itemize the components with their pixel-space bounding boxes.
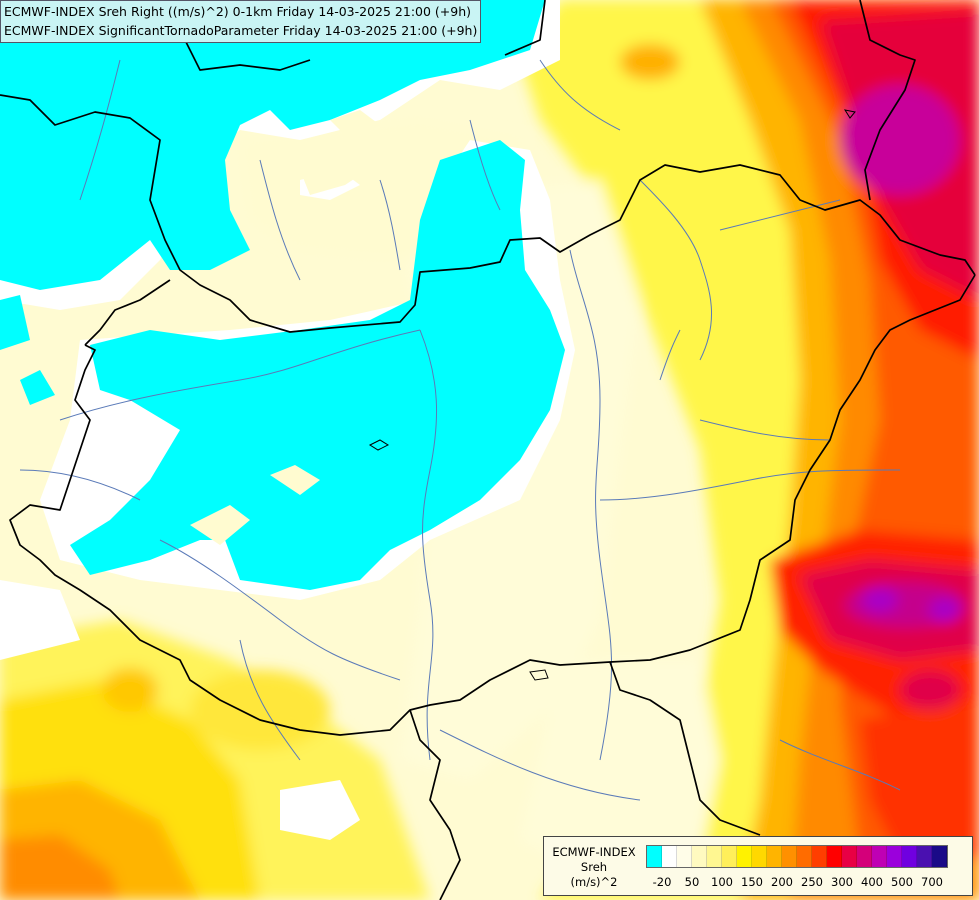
legend-swatch (677, 846, 692, 867)
legend-swatch (767, 846, 782, 867)
legend-swatch (692, 846, 707, 867)
legend-source: ECMWF-INDEX (552, 845, 636, 859)
legend-swatch (752, 846, 767, 867)
color-legend: ECMWF-INDEX Sreh (m/s)^2 -20 50 100 150 200 2… (543, 836, 973, 896)
legend-tick-label: 100 (711, 875, 733, 889)
legend-swatch (647, 846, 662, 867)
legend-tick-label: -20 (652, 875, 672, 889)
legend-swatch (917, 846, 932, 867)
legend-swatch (782, 846, 797, 867)
legend-swatch (872, 846, 887, 867)
map-title-stp: ECMWF-INDEX SignificantTornadoParameter … (4, 23, 478, 38)
legend-tick-label: 250 (801, 875, 823, 889)
legend-tick-label: 400 (861, 875, 883, 889)
legend-swatch (932, 846, 947, 867)
legend-tick-label: 200 (771, 875, 793, 889)
legend-swatch (662, 846, 677, 867)
legend-label: ECMWF-INDEX Sreh (m/s)^2 (548, 845, 640, 890)
legend-swatch (857, 846, 872, 867)
legend-swatch (842, 846, 857, 867)
map-title-sreh: ECMWF-INDEX Sreh Right ((m/s)^2) 0-1km F… (4, 4, 472, 19)
legend-swatch (707, 846, 722, 867)
legend-swatch (737, 846, 752, 867)
legend-tick-label: 150 (741, 875, 763, 889)
map-title-box: ECMWF-INDEX Sreh Right ((m/s)^2) 0-1km F… (0, 0, 482, 43)
legend-swatch (902, 846, 917, 867)
legend-tick-label: 700 (921, 875, 943, 889)
legend-swatch (797, 846, 812, 867)
legend-tick-label: 50 (684, 875, 700, 889)
legend-swatch (827, 846, 842, 867)
legend-color-bar (646, 845, 948, 868)
legend-swatch (812, 846, 827, 867)
legend-tick-labels: -20 50 100 150 200 250 300 400 500 700 (646, 875, 966, 891)
legend-unit: (m/s)^2 (570, 875, 618, 889)
legend-tick-label: 500 (891, 875, 913, 889)
legend-variable: Sreh (580, 860, 608, 874)
legend-swatch (887, 846, 902, 867)
legend-swatch (722, 846, 737, 867)
legend-tick-label: 300 (831, 875, 853, 889)
